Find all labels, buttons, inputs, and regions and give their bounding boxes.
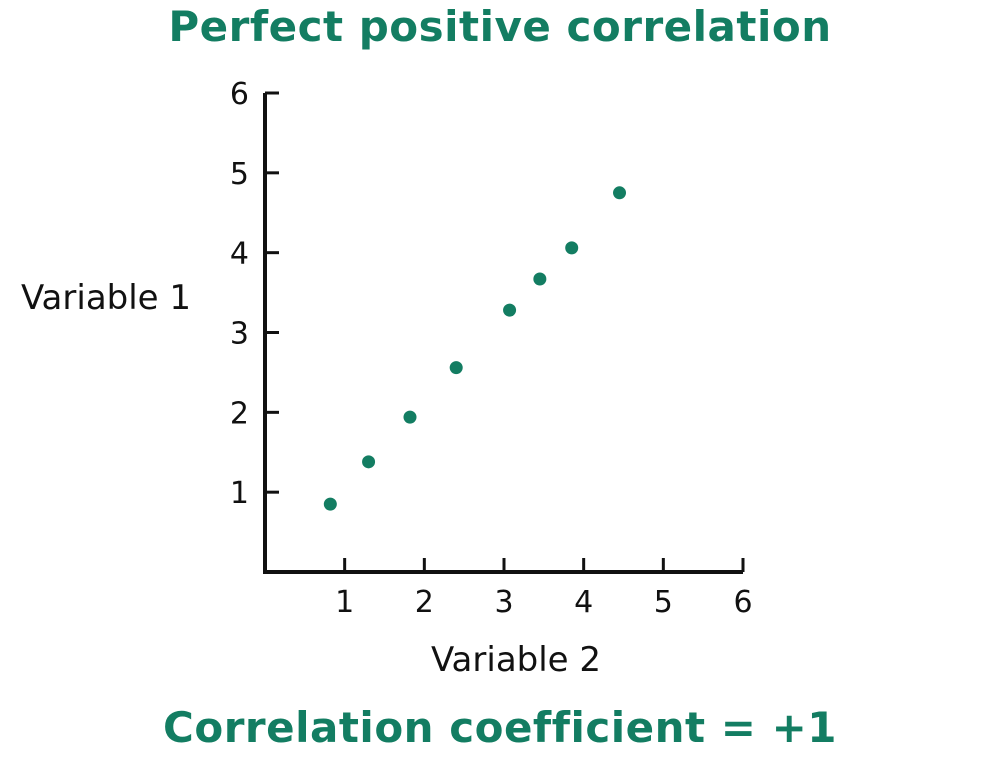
y-tick-label: 4 [230, 237, 249, 272]
x-tick-label: 5 [654, 585, 673, 620]
scatter-point [503, 303, 517, 317]
y-tick-label: 1 [230, 476, 249, 511]
x-tick-label: 6 [733, 585, 752, 620]
x-tick-label: 4 [574, 585, 593, 620]
y-tick-label: 2 [230, 396, 249, 431]
x-tick-label: 2 [415, 585, 434, 620]
scatter-point [362, 455, 376, 469]
data-points [323, 186, 627, 511]
x-ticks: 1 2 3 4 5 6 [335, 558, 753, 620]
x-tick-label: 1 [335, 585, 354, 620]
y-tick-label: 3 [230, 317, 249, 352]
scatter-point [449, 361, 463, 375]
y-axis-label: Variable 1 [21, 278, 191, 318]
scatter-point [323, 497, 337, 511]
x-axis-label: Variable 2 [431, 640, 601, 680]
chart-title: Perfect positive correlation [168, 2, 832, 51]
scatter-point [533, 272, 547, 286]
correlation-coefficient-label: Correlation coefficient = +1 [163, 703, 837, 752]
scatter-point [565, 241, 579, 255]
x-tick-label: 3 [494, 585, 513, 620]
y-tick-label: 5 [230, 157, 249, 192]
y-ticks: 1 2 3 4 5 6 [230, 77, 279, 511]
scatter-point [403, 410, 417, 424]
scatter-point [613, 186, 627, 200]
y-tick-label: 6 [230, 77, 249, 112]
